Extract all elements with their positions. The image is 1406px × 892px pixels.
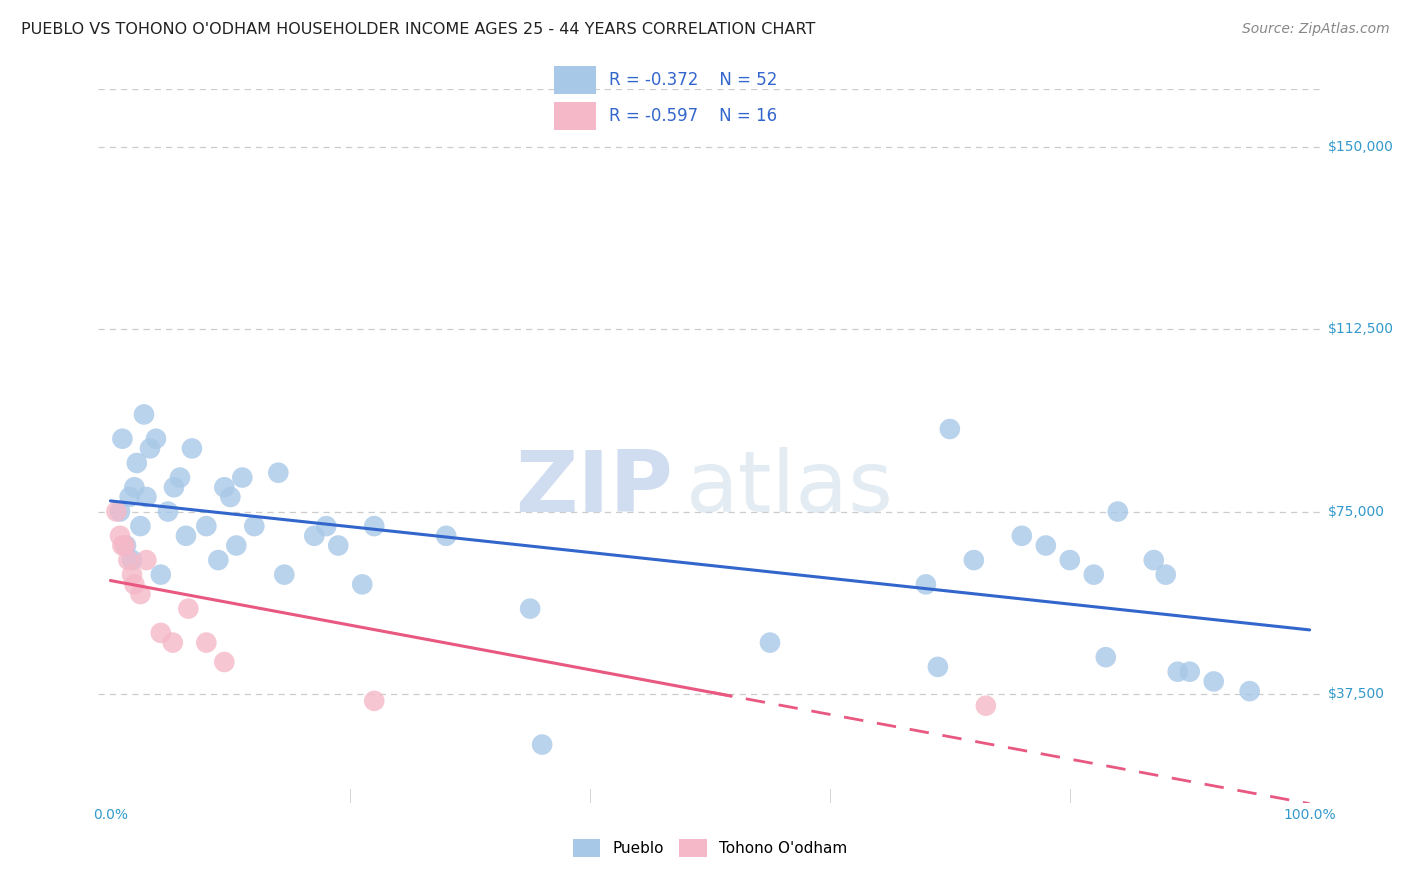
Legend: Pueblo, Tohono O'odham: Pueblo, Tohono O'odham — [567, 833, 853, 863]
Text: $37,500: $37,500 — [1327, 687, 1385, 700]
Point — [1011, 529, 1033, 543]
Text: ZIP: ZIP — [516, 447, 673, 531]
Point — [273, 567, 295, 582]
Point — [118, 490, 141, 504]
Point — [243, 519, 266, 533]
Point — [1035, 539, 1057, 553]
Point — [759, 635, 782, 649]
Point — [207, 553, 229, 567]
Point — [531, 738, 554, 752]
Point — [121, 553, 143, 567]
Point — [124, 577, 146, 591]
FancyBboxPatch shape — [554, 103, 596, 130]
Point — [139, 442, 162, 456]
Point — [915, 577, 938, 591]
Point — [304, 529, 326, 543]
Point — [177, 601, 200, 615]
Point — [1239, 684, 1261, 698]
Point — [1107, 504, 1129, 518]
Point — [132, 408, 155, 422]
Point — [156, 504, 179, 518]
Point — [125, 456, 148, 470]
Point — [108, 504, 131, 518]
Text: $112,500: $112,500 — [1327, 323, 1393, 336]
Text: PUEBLO VS TOHONO O'ODHAM HOUSEHOLDER INCOME AGES 25 - 44 YEARS CORRELATION CHART: PUEBLO VS TOHONO O'ODHAM HOUSEHOLDER INC… — [21, 22, 815, 37]
Point — [315, 519, 337, 533]
Point — [1094, 650, 1116, 665]
Point — [1083, 567, 1105, 582]
FancyBboxPatch shape — [554, 66, 596, 95]
Point — [363, 694, 385, 708]
Point — [352, 577, 374, 591]
Point — [181, 442, 204, 456]
Point — [117, 553, 139, 567]
Point — [1143, 553, 1166, 567]
Point — [974, 698, 997, 713]
Point — [195, 519, 218, 533]
Point — [1059, 553, 1081, 567]
Point — [1202, 674, 1225, 689]
Point — [145, 432, 167, 446]
Text: atlas: atlas — [686, 447, 894, 531]
Point — [149, 626, 172, 640]
Point — [214, 480, 236, 494]
Point — [135, 490, 157, 504]
Point — [163, 480, 186, 494]
Point — [105, 504, 128, 518]
Text: Source: ZipAtlas.com: Source: ZipAtlas.com — [1241, 22, 1389, 37]
Point — [363, 519, 385, 533]
Point — [111, 539, 134, 553]
Text: R = -0.597    N = 16: R = -0.597 N = 16 — [609, 107, 778, 125]
Text: R = -0.372    N = 52: R = -0.372 N = 52 — [609, 70, 778, 88]
Point — [135, 553, 157, 567]
Point — [174, 529, 197, 543]
Point — [121, 567, 143, 582]
Point — [195, 635, 218, 649]
Point — [434, 529, 457, 543]
Point — [108, 529, 131, 543]
Point — [129, 519, 152, 533]
Point — [225, 539, 247, 553]
Point — [328, 539, 350, 553]
Point — [939, 422, 962, 436]
Point — [519, 601, 541, 615]
Point — [214, 655, 236, 669]
Text: $150,000: $150,000 — [1327, 140, 1393, 154]
Point — [963, 553, 986, 567]
Point — [267, 466, 290, 480]
Point — [219, 490, 242, 504]
Point — [162, 635, 184, 649]
Point — [1154, 567, 1177, 582]
Point — [149, 567, 172, 582]
Point — [114, 539, 136, 553]
Point — [169, 470, 191, 484]
Point — [111, 432, 134, 446]
Text: $75,000: $75,000 — [1327, 505, 1385, 518]
Point — [115, 539, 138, 553]
Point — [231, 470, 253, 484]
Point — [1178, 665, 1201, 679]
Point — [124, 480, 146, 494]
Point — [927, 660, 949, 674]
Point — [1167, 665, 1189, 679]
Point — [129, 587, 152, 601]
